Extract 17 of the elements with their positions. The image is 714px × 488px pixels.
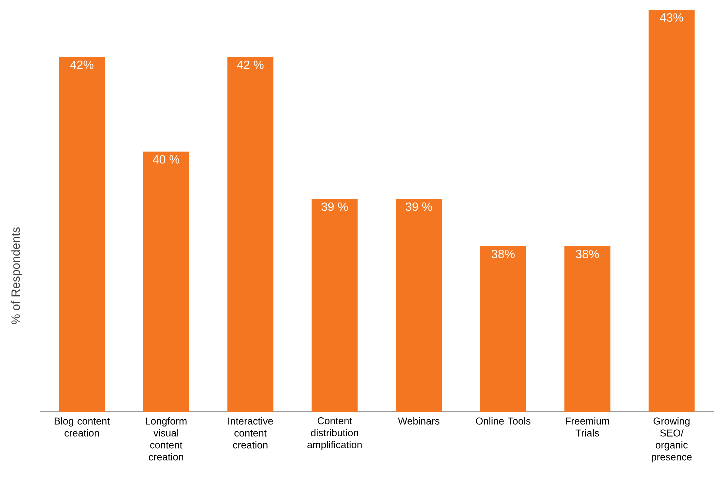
x-tick-label: Freemium Trials bbox=[566, 418, 610, 437]
data-label: 43% bbox=[660, 14, 684, 22]
x-tick-label: Growing SEO/ organic presence bbox=[652, 418, 692, 463]
data-label: 40 % bbox=[153, 155, 180, 164]
data-label: 38% bbox=[576, 250, 600, 258]
y-axis-title: % of Respondents bbox=[11, 228, 22, 324]
x-tick-label: Blog content creation bbox=[54, 418, 110, 437]
x-tick-label: Interactive content creation bbox=[228, 418, 274, 449]
data-label: 42% bbox=[70, 60, 94, 70]
data-label: 39 % bbox=[406, 202, 432, 212]
x-tick-label: Webinars bbox=[398, 418, 440, 425]
x-tick-label: Online Tools bbox=[476, 418, 531, 425]
data-label: 42 % bbox=[237, 60, 264, 70]
x-tick-label: Longform visual content creation bbox=[146, 418, 187, 461]
x-tick-label: Content distribution amplification bbox=[308, 418, 362, 450]
data-label: 38% bbox=[492, 250, 515, 258]
data-label: 39 % bbox=[322, 202, 348, 212]
